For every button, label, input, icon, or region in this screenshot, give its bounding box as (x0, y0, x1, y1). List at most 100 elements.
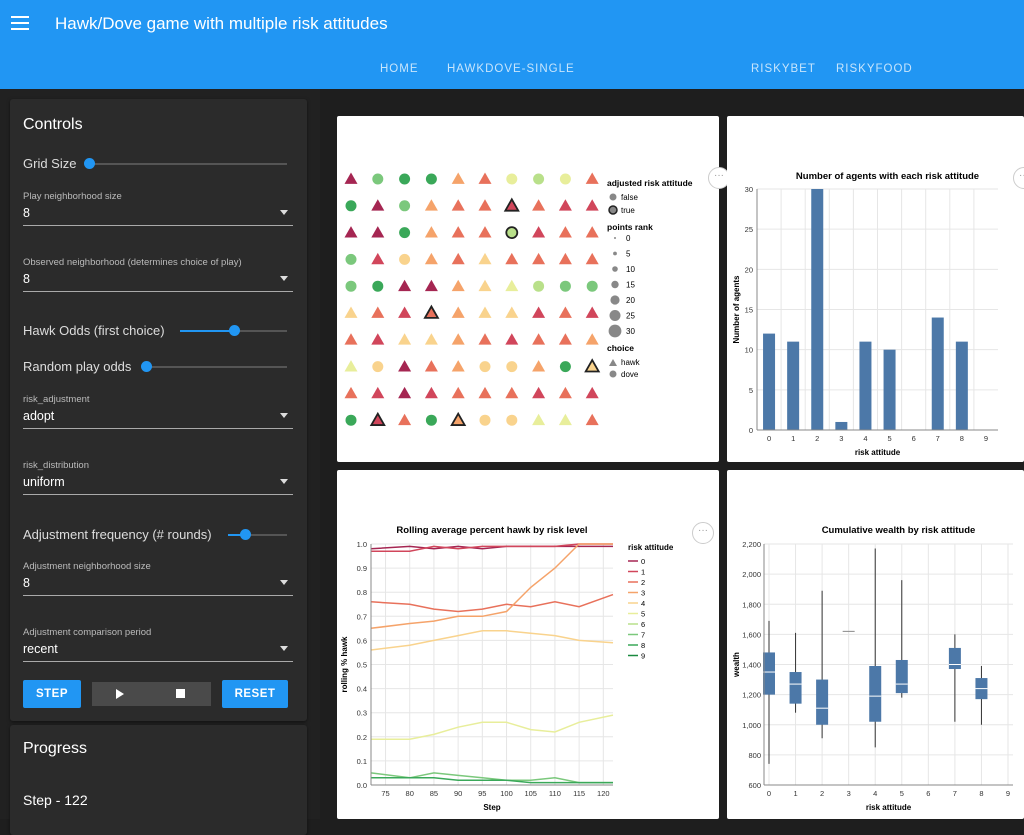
agent-hawk-marker (371, 199, 385, 211)
controls-card: Controls Grid Size Play neighborhood siz… (10, 99, 307, 721)
agent-hawk-marker (369, 411, 386, 426)
y-tick-label: 1,800 (742, 600, 761, 609)
risk-adjustment-label: risk_adjustment (23, 394, 90, 405)
agent-hawk-marker (344, 333, 358, 345)
legend-label: 7 (641, 631, 645, 640)
series-line-0 (370, 545, 613, 550)
agent-hawk-marker (585, 199, 599, 211)
agent-hawk-marker (398, 360, 412, 372)
chevron-down-icon (280, 210, 288, 215)
adjustment-period-value: recent (23, 642, 58, 656)
agent-hawk-marker (505, 333, 519, 345)
wealth-boxplot-chart: Cumulative wealth by risk attitude 600 800… (732, 525, 1013, 812)
agent-hawk-marker (558, 413, 572, 426)
agent-hawk-marker (371, 386, 385, 399)
agent-hawk-marker (344, 172, 358, 184)
select-underline (23, 225, 293, 226)
y-axis-title: wealth (732, 652, 741, 678)
agent-hawk-marker (423, 304, 440, 319)
observed-neighborhood-select[interactable] (23, 257, 293, 291)
nav-riskyfood[interactable]: RISKYFOOD (836, 63, 913, 75)
agent-hawk-marker (532, 333, 546, 345)
x-tick-label: 1 (791, 434, 795, 443)
agent-hawk-marker (532, 226, 546, 238)
step-button[interactable]: STEP (23, 680, 81, 708)
risk-adjustment-value: adopt (23, 409, 55, 423)
app-bar: Hawk/Dove game with multiple risk attitu… (0, 0, 1024, 89)
agent-hawk-marker (505, 386, 519, 399)
agent-dove-marker (345, 253, 357, 265)
agent-hawk-marker (451, 226, 465, 238)
agent-hawk-marker (424, 279, 438, 292)
y-tick-label: 1.0 (357, 540, 367, 549)
x-tick-label: 115 (573, 789, 585, 798)
agent-hawk-marker (451, 279, 465, 292)
adjustment-frequency-thumb[interactable] (240, 529, 251, 540)
x-tick-label: 9 (984, 434, 988, 443)
legend-rank-label: 5 (626, 250, 631, 259)
observed-neighborhood-value: 8 (23, 272, 30, 286)
agent-hawk-marker (371, 226, 385, 238)
legend-rank-marker (610, 295, 620, 305)
adjustment-period-select[interactable] (23, 627, 293, 661)
agent-dove-marker (506, 414, 518, 426)
grid-panel: adjusted risk attitude false true points… (337, 116, 719, 462)
agent-dove-marker (372, 173, 384, 185)
agent-hawk-marker (558, 252, 572, 265)
agent-hawk-marker (344, 306, 358, 318)
y-tick-label: 0.1 (357, 757, 367, 766)
reset-button[interactable]: RESET (222, 680, 288, 708)
legend-choice-dove: dove (621, 370, 639, 379)
hawk-odds-thumb[interactable] (229, 325, 240, 336)
play-icon[interactable] (116, 689, 124, 699)
hawk-odds-label: Hawk Odds (first choice) (23, 323, 165, 338)
agent-hawk-marker (451, 306, 465, 318)
x-axis-title: risk attitude (866, 803, 912, 812)
random-play-slider[interactable] (146, 366, 287, 368)
agent-hawk-marker (398, 386, 412, 399)
adjustment-neighborhood-value: 8 (23, 576, 30, 590)
y-tick-label: 20 (745, 265, 753, 274)
chevron-down-icon (280, 276, 288, 281)
agent-hawk-marker (424, 252, 438, 265)
nav-hawkdove-single[interactable]: HAWKDOVE-SINGLE (447, 63, 575, 75)
agent-hawk-marker (371, 333, 385, 345)
grid-size-thumb[interactable] (84, 158, 95, 169)
legend-choice-title: choice (607, 343, 634, 353)
agent-dove-marker (425, 173, 437, 185)
agent-dove-marker (559, 173, 571, 185)
legend-adjusted-title: adjusted risk attitude (607, 178, 693, 188)
y-tick-label: 1,600 (742, 630, 761, 639)
chart-actions-button[interactable]: ··· (692, 522, 714, 544)
box (763, 652, 775, 695)
agent-hawk-marker (584, 358, 601, 373)
y-tick-label: 0.8 (357, 588, 367, 597)
nav-riskybet[interactable]: RISKYBET (751, 63, 816, 75)
random-play-thumb[interactable] (141, 361, 152, 372)
x-tick-label: 0 (767, 434, 771, 443)
controls-title: Controls (23, 116, 83, 133)
legend-label: 6 (641, 620, 645, 629)
nav-home[interactable]: HOME (380, 63, 419, 75)
legend-rank-label: 10 (626, 265, 635, 274)
agent-dove-marker (399, 227, 411, 239)
legend-dove-marker (609, 370, 617, 378)
adjustment-frequency-slider[interactable] (228, 534, 287, 536)
bar (811, 189, 824, 430)
agent-dove-marker (399, 253, 411, 265)
progress-title: Progress (23, 740, 88, 757)
adjustment-neighborhood-select[interactable] (23, 561, 293, 595)
risk-adjustment-select[interactable] (23, 394, 293, 428)
y-tick-label: 0.3 (357, 709, 367, 718)
agent-hawk-marker (451, 199, 465, 211)
risk-distribution-select[interactable] (23, 460, 293, 494)
select-underline (23, 291, 293, 292)
y-tick-label: 600 (748, 781, 761, 790)
agent-dove-marker (586, 280, 598, 292)
select-underline (23, 494, 293, 495)
stop-icon[interactable] (176, 689, 185, 698)
grid-size-slider[interactable] (90, 163, 287, 165)
play-neighborhood-select[interactable] (23, 191, 293, 225)
agent-hawk-marker (478, 172, 492, 184)
menu-icon[interactable] (11, 16, 29, 30)
